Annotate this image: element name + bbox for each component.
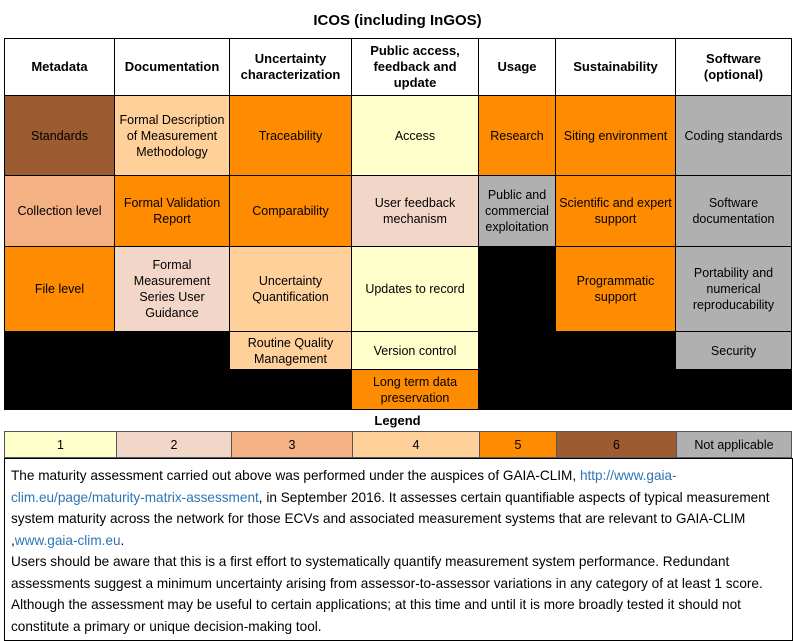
table-row: Routine Quality Management Version contr… — [4, 331, 792, 370]
matrix-cell-empty — [4, 369, 115, 410]
matrix-cell-empty — [229, 369, 352, 410]
gaia-clim-link[interactable]: www.gaia-clim.eu — [14, 532, 121, 548]
matrix-cell: Programmatic support — [555, 246, 676, 332]
note-text: The maturity assessment carried out abov… — [11, 468, 580, 483]
matrix-cell: User feedback mechanism — [351, 175, 479, 247]
matrix-cell-empty — [114, 369, 230, 410]
matrix-cell: Standards — [4, 95, 115, 176]
matrix-cell: Comparability — [229, 175, 352, 247]
matrix-cell-empty — [478, 246, 556, 332]
matrix-cell-empty — [114, 331, 230, 370]
matrix-cell: Routine Quality Management — [229, 331, 352, 370]
header-documentation: Documentation — [114, 38, 230, 96]
header-sustainability: Sustainability — [555, 38, 676, 96]
note-paragraph-2: Users should be aware that this is a fir… — [11, 554, 763, 634]
legend-item-3: 3 — [231, 431, 353, 458]
matrix-cell: Portability and numerical reproducabilit… — [675, 246, 792, 332]
table-row: Long term data preservation — [4, 369, 792, 410]
maturity-matrix-link[interactable]: http://www.gaia-clim.eu/page/maturity-ma… — [11, 468, 677, 505]
matrix-cell: Access — [351, 95, 479, 176]
table-row: File level Formal Measurement Series Use… — [4, 246, 792, 332]
table-row: Collection level Formal Validation Repor… — [4, 175, 792, 247]
matrix-cell: Coding standards — [675, 95, 792, 176]
matrix-cell-empty — [478, 369, 556, 410]
header-software: Software (optional) — [675, 38, 792, 96]
header-uncertainty: Uncertainty characterization — [229, 38, 352, 96]
header-usage: Usage — [478, 38, 556, 96]
header-public-access: Public access, feedback and update — [351, 38, 479, 96]
matrix-cell: Formal Validation Report — [114, 175, 230, 247]
matrix-cell: Research — [478, 95, 556, 176]
note-text: . — [120, 532, 125, 548]
header-metadata: Metadata — [4, 38, 115, 96]
legend-item-4: 4 — [352, 431, 480, 458]
matrix-cell: Formal Description of Measurement Method… — [114, 95, 230, 176]
legend-item-6: 6 — [556, 431, 677, 458]
matrix-cell-empty — [675, 369, 792, 410]
matrix-cell-empty — [555, 369, 676, 410]
matrix-cell: Long term data preservation — [351, 369, 479, 410]
legend-item-5: 5 — [479, 431, 557, 458]
legend-item-2: 2 — [116, 431, 232, 458]
table-row: Standards Formal Description of Measurem… — [4, 95, 792, 176]
matrix-cell: Software documentation — [675, 175, 792, 247]
note-text: , in September 2016. It assesses certain… — [11, 489, 770, 548]
legend-item-not-applicable: Not applicable — [676, 431, 792, 458]
disclaimer-note: The maturity assessment carried out abov… — [4, 458, 793, 641]
matrix-cell: Uncertainty Quantification — [229, 246, 352, 332]
matrix-cell-empty — [555, 331, 676, 370]
note-paragraph-1: The maturity assessment carried out abov… — [11, 465, 786, 551]
matrix-cell: Scientific and expert support — [555, 175, 676, 247]
maturity-matrix-table: Metadata Documentation Uncertainty chara… — [4, 38, 792, 410]
matrix-cell: Version control — [351, 331, 479, 370]
matrix-cell: Public and commercial exploitation — [478, 175, 556, 247]
matrix-cell: Siting environment — [555, 95, 676, 176]
legend-row: 1 2 3 4 5 6 Not applicable — [4, 431, 792, 458]
matrix-cell: Formal Measurement Series User Guidance — [114, 246, 230, 332]
matrix-cell: Security — [675, 331, 792, 370]
matrix-cell: Updates to record — [351, 246, 479, 332]
matrix-cell: Collection level — [4, 175, 115, 247]
legend-item-1: 1 — [4, 431, 117, 458]
matrix-cell-empty — [478, 331, 556, 370]
header-row: Metadata Documentation Uncertainty chara… — [4, 38, 792, 96]
matrix-cell: File level — [4, 246, 115, 332]
matrix-cell-empty — [4, 331, 115, 370]
legend-table: 1 2 3 4 5 6 Not applicable — [4, 431, 792, 458]
legend-title: Legend — [374, 413, 421, 428]
matrix-cell: Traceability — [229, 95, 352, 176]
page-title: ICOS (including InGOS) — [313, 12, 482, 29]
